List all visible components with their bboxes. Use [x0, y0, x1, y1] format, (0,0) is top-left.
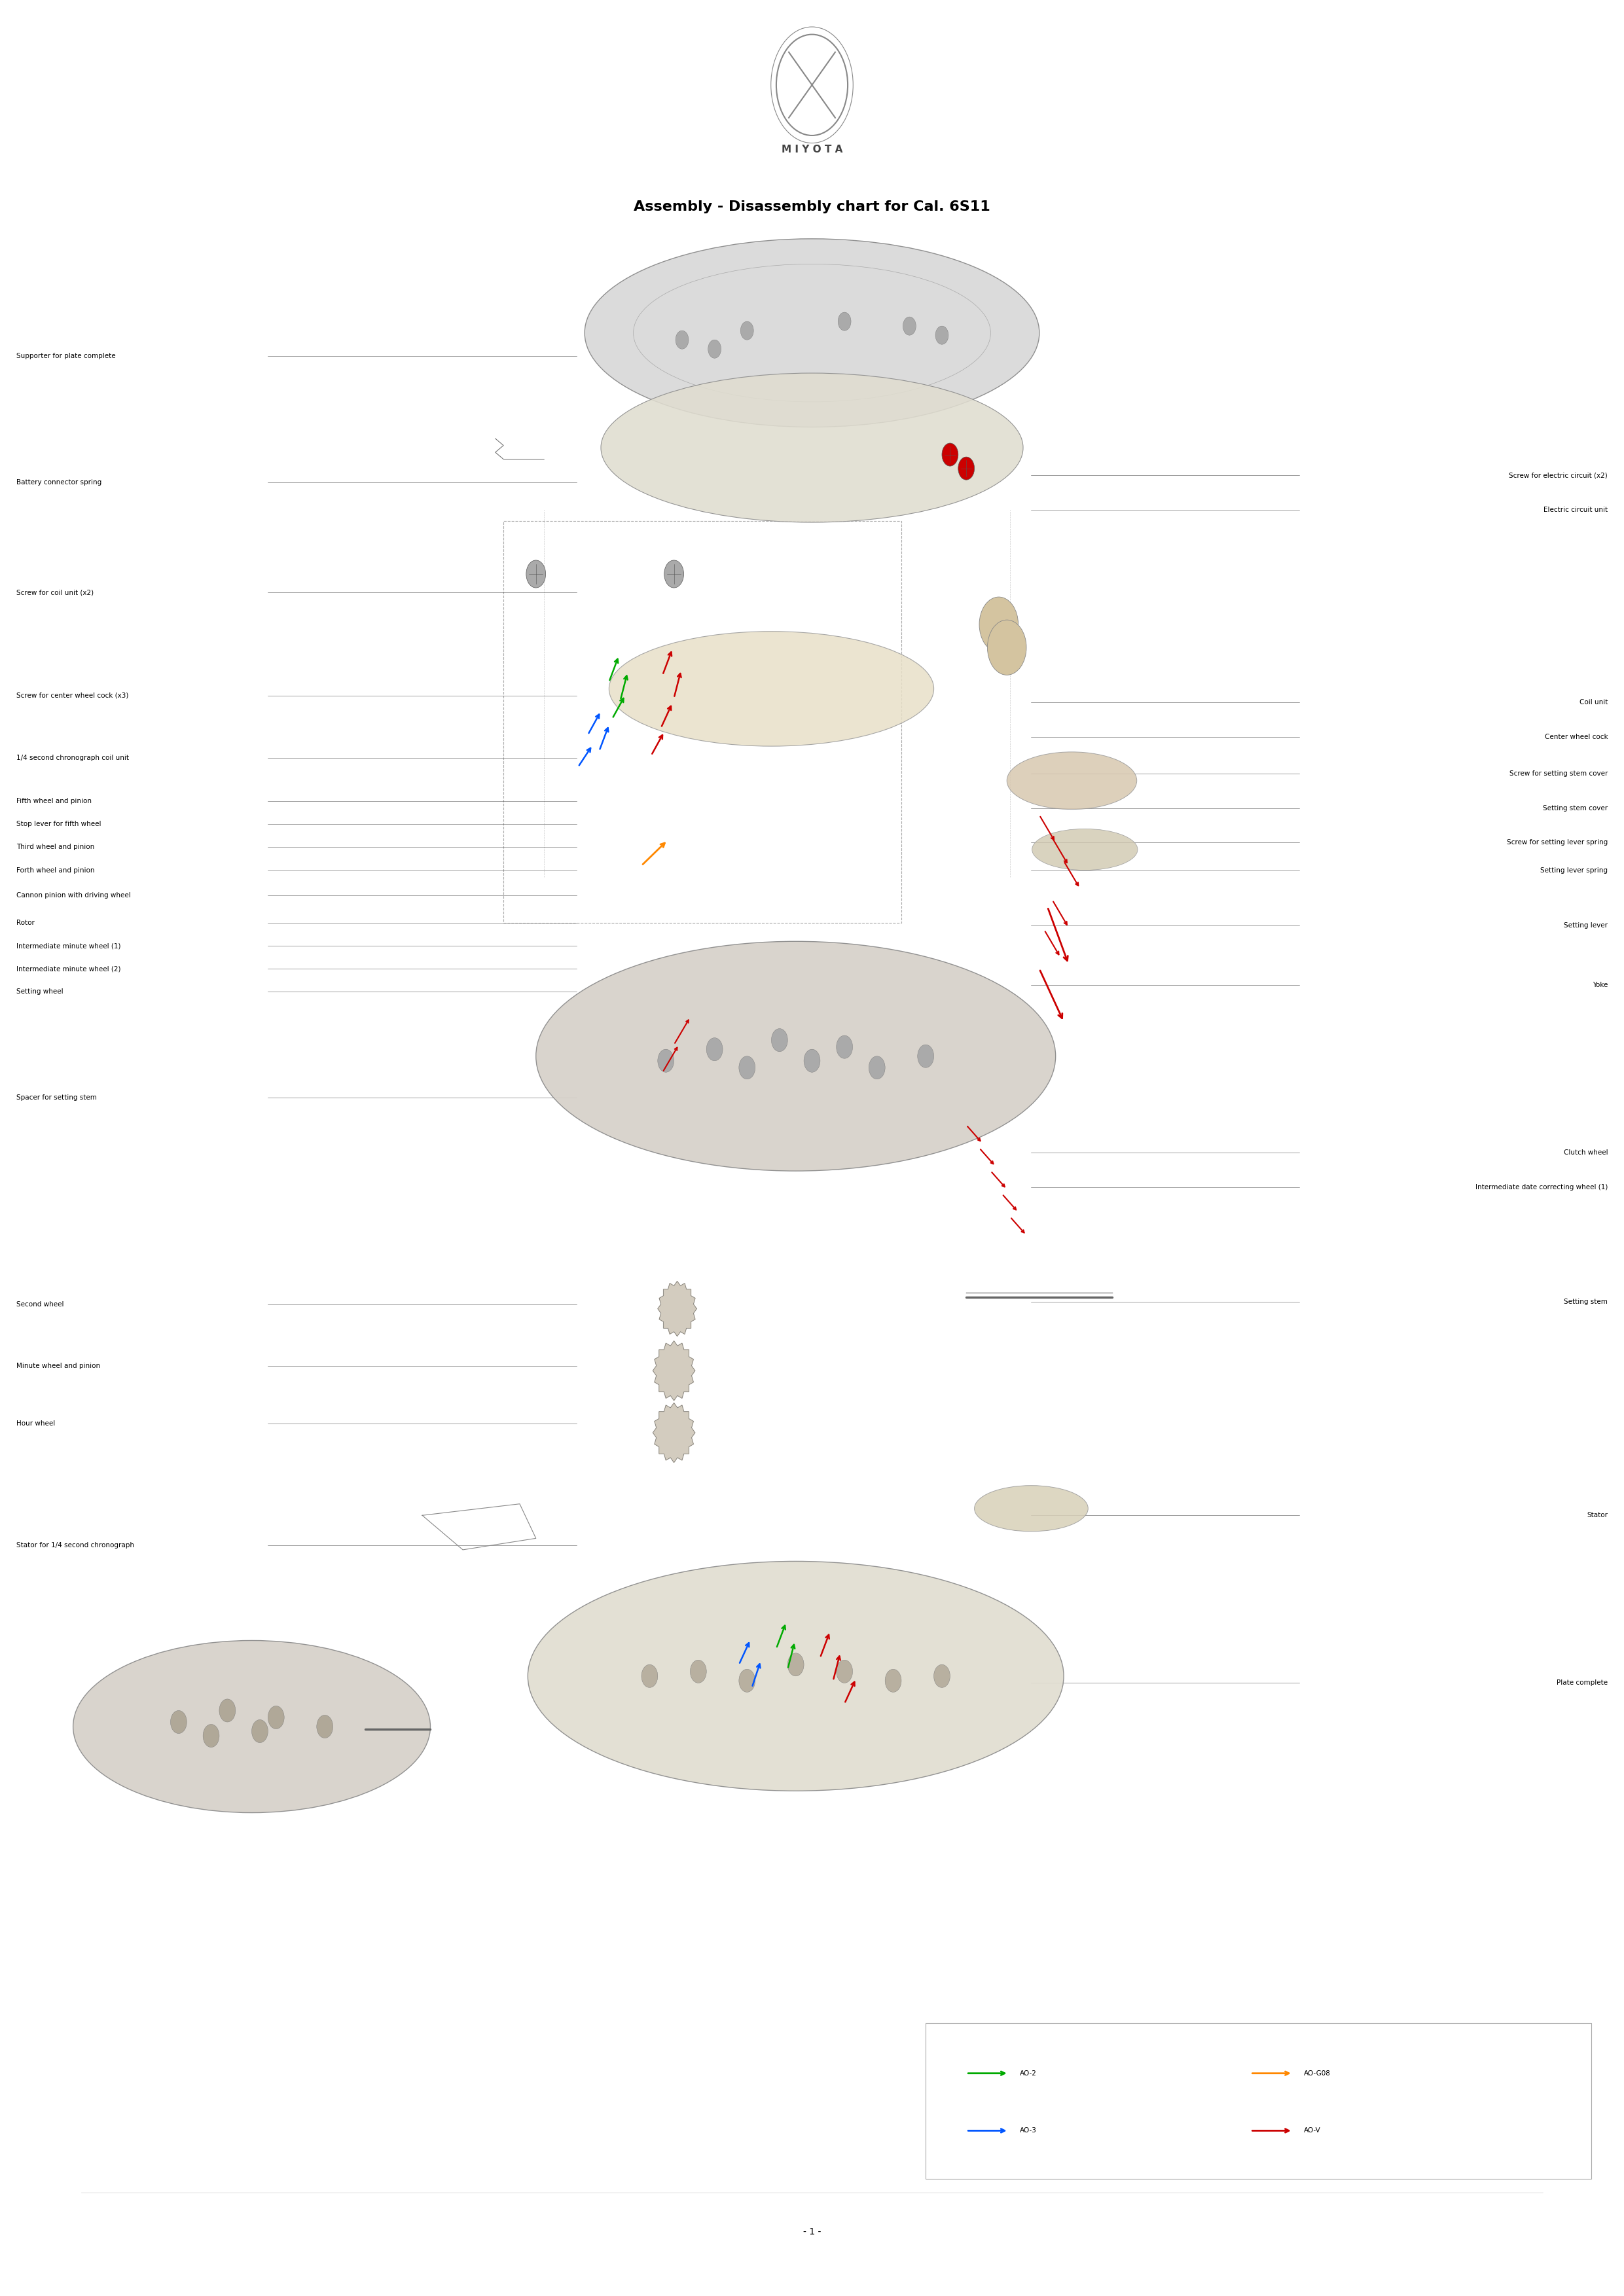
Circle shape [934, 1665, 950, 1688]
Text: Screw for coil unit (x2): Screw for coil unit (x2) [16, 590, 94, 595]
Ellipse shape [528, 1561, 1064, 1791]
Text: Intermediate date correcting wheel (1): Intermediate date correcting wheel (1) [1475, 1185, 1608, 1189]
Text: AO-3: AO-3 [1020, 2128, 1036, 2133]
Text: Setting wheel: Setting wheel [16, 990, 63, 994]
Circle shape [838, 312, 851, 331]
Circle shape [676, 331, 689, 349]
Text: Setting stem cover: Setting stem cover [1543, 806, 1608, 810]
Text: - 1 -: - 1 - [802, 2227, 822, 2236]
Text: Plate complete: Plate complete [1557, 1681, 1608, 1685]
Circle shape [918, 1045, 934, 1068]
Circle shape [741, 321, 754, 340]
Text: Stator: Stator [1587, 1513, 1608, 1518]
Text: Intermediate minute wheel (2): Intermediate minute wheel (2) [16, 967, 120, 971]
Circle shape [836, 1660, 853, 1683]
Circle shape [252, 1720, 268, 1743]
Text: Center wheel cock: Center wheel cock [1544, 735, 1608, 739]
Polygon shape [653, 1341, 695, 1401]
Circle shape [219, 1699, 235, 1722]
Text: Stator for 1/4 second chronograph: Stator for 1/4 second chronograph [16, 1543, 135, 1548]
Text: Cannon pinion with driving wheel: Cannon pinion with driving wheel [16, 893, 130, 898]
Circle shape [171, 1711, 187, 1733]
Circle shape [885, 1669, 901, 1692]
Circle shape [658, 1049, 674, 1072]
Text: Clutch wheel: Clutch wheel [1564, 1150, 1608, 1155]
Circle shape [979, 597, 1018, 652]
Text: AO-2: AO-2 [1020, 2071, 1036, 2076]
Text: Setting lever: Setting lever [1564, 923, 1608, 928]
Circle shape [708, 340, 721, 358]
Text: AO-V: AO-V [1304, 2128, 1320, 2133]
Text: Hour wheel: Hour wheel [16, 1421, 55, 1426]
Circle shape [526, 560, 546, 588]
Circle shape [804, 1049, 820, 1072]
Ellipse shape [1033, 829, 1137, 870]
Circle shape [987, 620, 1026, 675]
Text: Battery connector spring: Battery connector spring [16, 480, 101, 484]
Circle shape [788, 1653, 804, 1676]
Text: Supporter for plate complete: Supporter for plate complete [16, 354, 115, 358]
Circle shape [935, 326, 948, 344]
Text: Screw for setting stem cover: Screw for setting stem cover [1509, 771, 1608, 776]
Text: Yoke: Yoke [1593, 983, 1608, 987]
Text: Screw for setting lever spring: Screw for setting lever spring [1507, 840, 1608, 845]
Ellipse shape [536, 941, 1056, 1171]
Text: Assembly - Disassembly chart for Cal. 6S11: Assembly - Disassembly chart for Cal. 6S… [633, 200, 991, 214]
Text: 1/4 second chronograph coil unit: 1/4 second chronograph coil unit [16, 755, 128, 760]
Circle shape [958, 457, 974, 480]
Ellipse shape [585, 239, 1039, 427]
Text: Forth wheel and pinion: Forth wheel and pinion [16, 868, 94, 872]
Circle shape [706, 1038, 723, 1061]
Text: Third wheel and pinion: Third wheel and pinion [16, 845, 94, 850]
Text: Fifth wheel and pinion: Fifth wheel and pinion [16, 799, 91, 804]
Polygon shape [658, 1281, 697, 1336]
Text: Screw for electric circuit (x2): Screw for electric circuit (x2) [1509, 473, 1608, 478]
Circle shape [268, 1706, 284, 1729]
Text: Screw for center wheel cock (x3): Screw for center wheel cock (x3) [16, 693, 128, 698]
Text: Spacer for setting stem: Spacer for setting stem [16, 1095, 97, 1100]
Text: Coil unit: Coil unit [1580, 700, 1608, 705]
Circle shape [317, 1715, 333, 1738]
Circle shape [739, 1056, 755, 1079]
Text: Setting stem: Setting stem [1564, 1300, 1608, 1304]
Text: Minute wheel and pinion: Minute wheel and pinion [16, 1364, 101, 1368]
Text: Rotor: Rotor [16, 921, 34, 925]
Ellipse shape [1007, 751, 1137, 808]
Text: M I Y O T A: M I Y O T A [781, 145, 843, 154]
Circle shape [690, 1660, 706, 1683]
Text: AO-G08: AO-G08 [1304, 2071, 1330, 2076]
Text: Electric circuit unit: Electric circuit unit [1543, 507, 1608, 512]
Ellipse shape [601, 372, 1023, 523]
Circle shape [869, 1056, 885, 1079]
Circle shape [203, 1724, 219, 1747]
Ellipse shape [609, 631, 934, 746]
Ellipse shape [974, 1486, 1088, 1531]
Circle shape [836, 1035, 853, 1058]
Text: Stop lever for fifth wheel: Stop lever for fifth wheel [16, 822, 101, 827]
Text: Intermediate minute wheel (1): Intermediate minute wheel (1) [16, 944, 120, 948]
Polygon shape [653, 1403, 695, 1463]
Circle shape [664, 560, 684, 588]
Circle shape [771, 1029, 788, 1052]
Circle shape [903, 317, 916, 335]
Ellipse shape [73, 1639, 430, 1814]
Text: Second wheel: Second wheel [16, 1302, 63, 1306]
Circle shape [942, 443, 958, 466]
Circle shape [739, 1669, 755, 1692]
Circle shape [641, 1665, 658, 1688]
Text: Setting lever spring: Setting lever spring [1540, 868, 1608, 872]
